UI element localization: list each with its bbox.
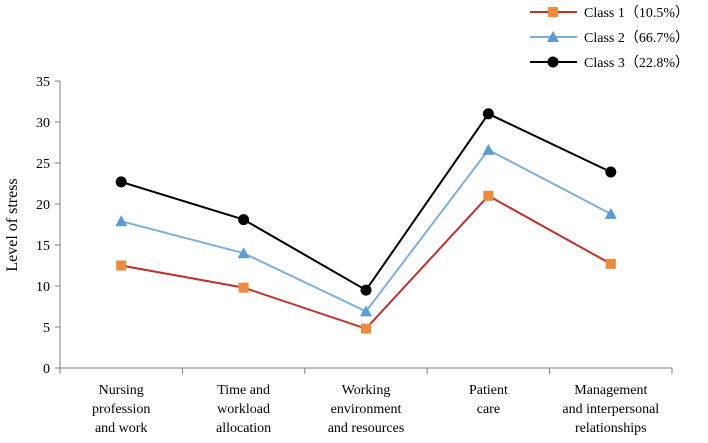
x-tick-label: Management and interpersonal relationships <box>562 383 659 436</box>
x-tick-label: Working environment and resources <box>328 383 405 436</box>
series-lines <box>120 112 612 330</box>
y-tick-label: 30 <box>36 116 50 131</box>
data-point-class-1 <box>116 260 127 271</box>
legend-marker-class-1 <box>548 7 558 17</box>
data-point-class-3 <box>238 214 250 226</box>
y-tick-label: 15 <box>36 239 50 254</box>
data-point-class-3 <box>115 176 127 188</box>
legend-label-class-3: Class 3（22.8%） <box>584 55 689 71</box>
axes: 0 5 10 15 20 25 30 35 <box>36 75 673 377</box>
legend-label-class-2: Class 2（66.7%） <box>584 30 689 46</box>
y-tick-label: 5 <box>43 321 50 336</box>
y-tick-label: 10 <box>36 280 50 295</box>
legend-label-class-1: Class 1（10.5%） <box>584 5 689 21</box>
legend: Class 1（10.5%） Class 2（66.7%） Class 3（22.8… <box>530 5 689 71</box>
y-axis-label: Level of stress <box>4 178 21 271</box>
data-point-class-2 <box>360 305 372 317</box>
data-point-class-3 <box>482 108 494 120</box>
y-tick-label: 25 <box>36 157 50 172</box>
x-tick-label: Time and workload allocation <box>216 383 271 436</box>
data-point-class-1 <box>238 282 249 293</box>
data-point-class-3 <box>360 284 372 296</box>
data-point-class-2 <box>604 207 617 219</box>
data-point-class-1 <box>605 258 616 269</box>
data-point-class-2 <box>115 215 128 227</box>
series-line-class-3 <box>120 112 612 292</box>
data-point-class-2 <box>237 247 250 259</box>
y-tick-label: 20 <box>36 198 50 213</box>
series-markers <box>115 108 617 334</box>
legend-marker-class-2 <box>547 31 559 42</box>
data-point-class-2 <box>482 143 495 155</box>
y-tick-label: 35 <box>36 75 50 90</box>
legend-marker-class-3 <box>547 56 559 68</box>
data-point-class-1 <box>483 190 494 201</box>
data-point-class-1 <box>361 323 371 334</box>
y-tick-label: 0 <box>43 362 50 377</box>
x-tick-label: Nursing profession and work <box>92 383 150 436</box>
x-axis-labels: Nursing profession and work Time and workloa… <box>92 383 659 436</box>
data-point-class-3 <box>605 166 617 178</box>
x-tick-label: Patient care <box>469 383 508 417</box>
